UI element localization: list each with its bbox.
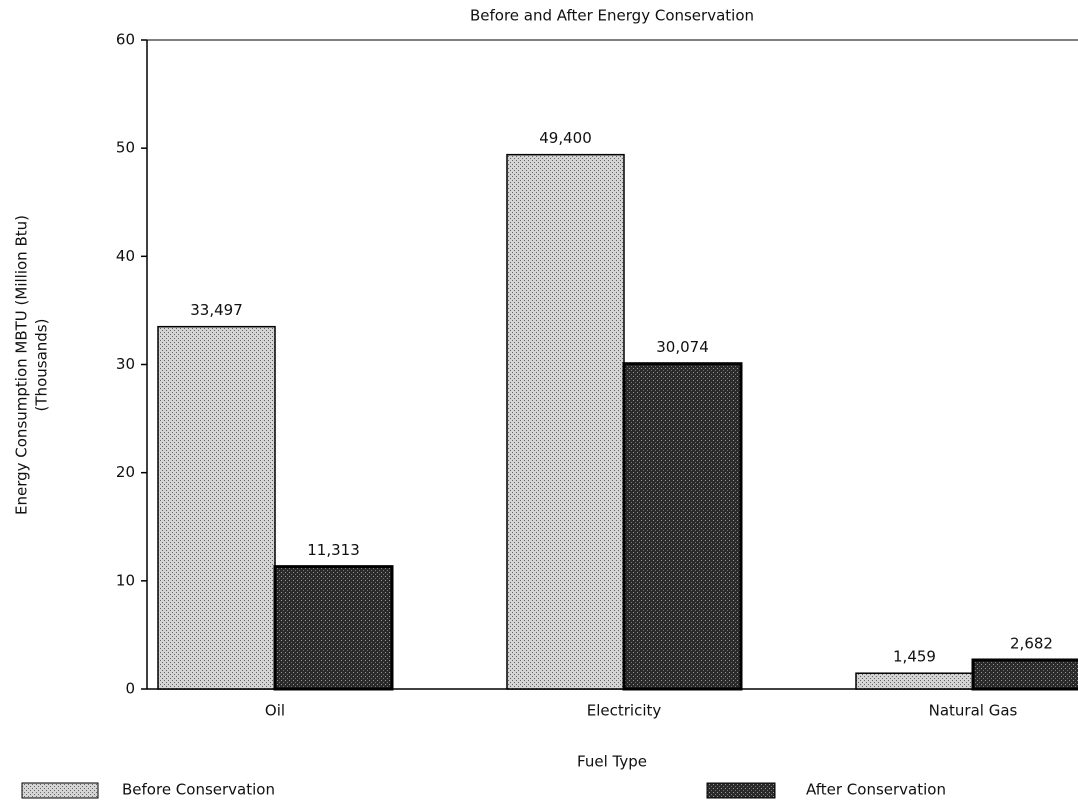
- data-label: 11,313: [307, 541, 360, 559]
- bar: [506, 153, 625, 690]
- chart-title: Before and After Energy Conservation: [470, 7, 754, 25]
- y-tick-label: 60: [116, 31, 135, 49]
- bar: [855, 672, 974, 690]
- y-tick-label: 50: [116, 139, 135, 157]
- bar: [971, 658, 1078, 691]
- y-axis-label: (Thousands): [33, 319, 51, 412]
- legend-label: After Conservation: [806, 781, 946, 799]
- y-tick-label: 40: [116, 247, 135, 265]
- bar: [273, 565, 394, 691]
- data-label: 2,682: [1010, 634, 1053, 652]
- x-tick-label: Oil: [265, 702, 285, 720]
- x-tick-label: Electricity: [587, 702, 662, 720]
- data-label: 49,400: [539, 129, 592, 147]
- x-tick-label: Natural Gas: [929, 702, 1018, 720]
- y-tick-label: 0: [125, 680, 135, 698]
- y-tick-label: 20: [116, 463, 135, 481]
- x-axis-label: Fuel Type: [577, 753, 647, 771]
- legend-label: Before Conservation: [122, 781, 275, 799]
- y-axis-label: Energy Consumption MBTU (Million Btu): [13, 215, 31, 515]
- legend-swatch: [706, 782, 776, 799]
- bar: [157, 325, 276, 690]
- y-tick-label: 30: [116, 355, 135, 373]
- data-label: 33,497: [190, 301, 243, 319]
- legend-swatch: [21, 782, 99, 799]
- data-label: 30,074: [656, 338, 709, 356]
- data-label: 1,459: [893, 648, 936, 666]
- y-tick-label: 10: [116, 571, 135, 589]
- bar: [622, 362, 743, 691]
